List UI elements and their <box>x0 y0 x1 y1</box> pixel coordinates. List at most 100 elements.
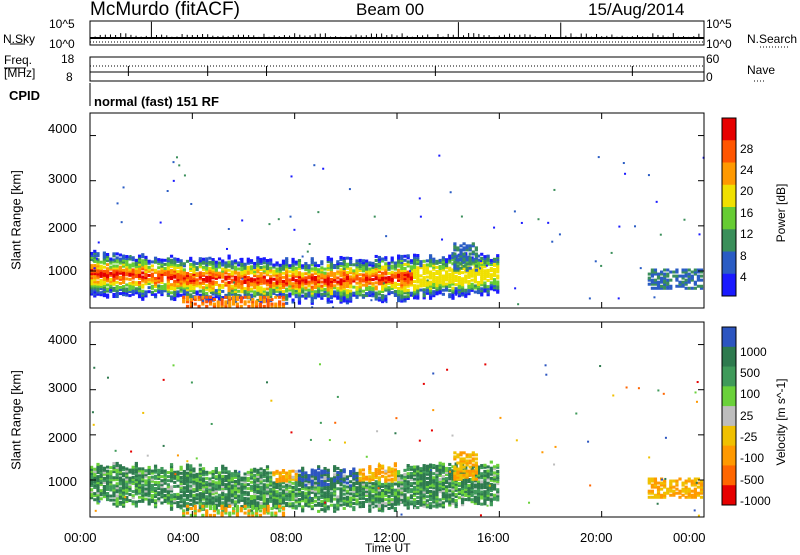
scatter-cell <box>466 267 469 270</box>
scatter-cell <box>660 488 663 491</box>
scatter-cell <box>323 288 326 291</box>
scatter-cell <box>186 505 189 508</box>
scatter-cell <box>128 264 131 267</box>
scatter-cell <box>291 258 294 261</box>
scatter-cell <box>125 467 128 470</box>
scatter-cell <box>387 495 390 498</box>
scatter-cell <box>462 265 465 268</box>
scatter-cell <box>135 462 138 465</box>
scatter-cell <box>432 490 435 493</box>
scatter-cell <box>119 292 122 295</box>
scatter-cell <box>407 497 410 500</box>
scatter-cell <box>469 470 472 473</box>
scatter-cell <box>329 439 331 441</box>
scatter-cell <box>336 467 339 470</box>
scatter-cell <box>456 461 459 464</box>
scatter-cell <box>224 467 227 470</box>
scatter-cell <box>381 471 384 474</box>
scatter-cell <box>346 257 349 260</box>
scatter-cell <box>490 467 493 470</box>
scatter-cell <box>259 509 262 512</box>
scatter-cell <box>224 261 227 264</box>
scatter-cell <box>202 272 205 275</box>
scatter-cell <box>132 490 135 493</box>
scatter-cell <box>660 494 663 497</box>
scatter-cell <box>103 485 106 488</box>
scatter-cell <box>553 189 555 191</box>
scatter-cell <box>205 300 208 303</box>
scatter-cell <box>313 164 315 166</box>
scatter-cell <box>419 278 422 281</box>
colorbar-segment <box>722 163 736 186</box>
scatter-cell <box>116 462 119 465</box>
freq-panel <box>4 57 766 81</box>
scatter-cell <box>228 470 231 473</box>
scatter-cell <box>160 285 163 288</box>
scatter-cell <box>109 470 112 473</box>
scatter-cell <box>426 465 429 468</box>
scatter-cell <box>651 287 654 290</box>
scatter-cell <box>255 507 258 510</box>
scatter-cell <box>456 255 459 258</box>
scatter-cell <box>298 498 301 501</box>
scatter-cell <box>304 276 307 279</box>
scatter-cell <box>116 256 119 259</box>
scatter-cell <box>330 278 333 281</box>
scatter-cell <box>426 477 429 480</box>
scatter-cell <box>189 499 192 502</box>
scatter-cell <box>349 188 351 190</box>
scatter-cell <box>186 494 189 497</box>
scatter-cell <box>375 281 378 284</box>
scatter-cell <box>278 218 280 220</box>
scatter-cell <box>381 465 384 468</box>
scatter-cell <box>304 484 307 487</box>
scatter-cell <box>678 281 681 284</box>
scatter-cell <box>176 264 179 267</box>
scatter-cell <box>387 474 390 477</box>
scatter-cell <box>141 284 144 287</box>
scatter-cell <box>654 279 657 282</box>
scatter-cell <box>462 246 465 249</box>
scatter-cell <box>215 467 218 470</box>
scatter-cell <box>349 496 352 499</box>
scatter-cell <box>694 488 697 491</box>
scatter-cell <box>475 246 478 249</box>
scatter-cell <box>109 266 112 269</box>
scatter-cell <box>469 459 472 462</box>
scatter-cell <box>182 296 185 299</box>
scatter-cell <box>448 267 451 270</box>
scatter-cell <box>232 507 235 510</box>
scatter-cell <box>176 493 179 496</box>
scatter-cell <box>475 252 478 255</box>
scatter-cell <box>381 294 384 297</box>
scatter-cell <box>259 303 262 306</box>
scatter-cell <box>368 485 371 488</box>
scatter-cell <box>209 296 212 299</box>
scatter-cell <box>483 269 486 272</box>
scatter-cell <box>448 467 451 470</box>
scatter-cell <box>307 280 310 283</box>
scatter-cell <box>391 291 394 294</box>
scatter-cell <box>256 501 259 504</box>
scatter-cell <box>240 507 243 510</box>
scatter-cell <box>480 472 483 475</box>
scatter-cell <box>700 279 703 282</box>
scatter-cell <box>669 494 672 497</box>
scatter-cell <box>462 252 465 255</box>
freq-panel-frame <box>90 57 704 81</box>
scatter-cell <box>394 261 397 264</box>
scatter-cell <box>375 259 378 262</box>
scatter-cell <box>397 269 400 272</box>
scatter-cell <box>116 281 119 284</box>
scatter-cell <box>151 273 154 276</box>
scatter-cell <box>307 264 310 267</box>
scatter-cell <box>678 496 681 499</box>
scatter-cell <box>247 471 250 474</box>
scatter-cell <box>234 480 237 483</box>
scatter-cell <box>231 279 234 282</box>
scatter-cell <box>301 491 304 494</box>
scatter-cell <box>298 474 301 477</box>
scatter-cell <box>202 266 205 269</box>
scatter-cell <box>199 282 202 285</box>
scatter-cell <box>189 503 192 506</box>
